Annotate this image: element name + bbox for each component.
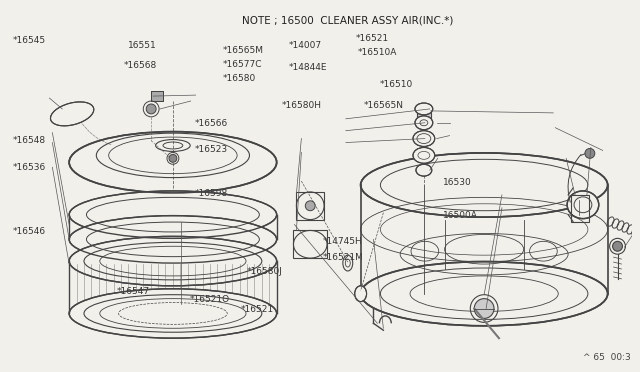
Ellipse shape bbox=[413, 131, 435, 147]
Ellipse shape bbox=[69, 132, 276, 193]
Text: *16521: *16521 bbox=[240, 305, 273, 314]
Circle shape bbox=[146, 104, 156, 114]
Ellipse shape bbox=[416, 164, 432, 176]
Ellipse shape bbox=[69, 216, 276, 263]
Circle shape bbox=[612, 241, 623, 251]
Text: *14844E: *14844E bbox=[289, 63, 328, 72]
Text: *16548: *16548 bbox=[13, 135, 46, 145]
Bar bbox=[151, 91, 163, 101]
Circle shape bbox=[474, 299, 494, 318]
Text: *16545: *16545 bbox=[13, 36, 46, 45]
Text: *16580H: *16580H bbox=[282, 102, 321, 110]
Text: *16510: *16510 bbox=[380, 80, 413, 89]
Ellipse shape bbox=[415, 116, 433, 130]
Text: *16536: *16536 bbox=[13, 163, 46, 172]
Text: NOTE ; 16500  CLEANER ASSY AIR(INC.*): NOTE ; 16500 CLEANER ASSY AIR(INC.*) bbox=[242, 15, 454, 25]
Text: *16565N: *16565N bbox=[364, 102, 404, 110]
Bar bbox=[296, 192, 324, 219]
Ellipse shape bbox=[355, 286, 367, 302]
Text: *16547: *16547 bbox=[117, 287, 150, 296]
Bar bbox=[294, 231, 327, 258]
Bar bbox=[151, 91, 163, 101]
Ellipse shape bbox=[69, 236, 276, 286]
Text: *16565M: *16565M bbox=[223, 45, 264, 55]
Text: *16521M: *16521M bbox=[323, 253, 364, 262]
Ellipse shape bbox=[69, 289, 276, 338]
Circle shape bbox=[585, 148, 595, 158]
Text: 16551: 16551 bbox=[128, 41, 157, 50]
Text: 16530: 16530 bbox=[443, 178, 472, 187]
Ellipse shape bbox=[360, 153, 607, 217]
Text: *16598: *16598 bbox=[195, 189, 228, 198]
Text: *14007: *14007 bbox=[289, 41, 322, 50]
Text: *16568: *16568 bbox=[124, 61, 157, 70]
Ellipse shape bbox=[51, 102, 94, 126]
Ellipse shape bbox=[567, 191, 599, 219]
Bar bbox=[417, 111, 431, 122]
Text: *16521: *16521 bbox=[355, 35, 388, 44]
Text: *16546: *16546 bbox=[13, 227, 46, 237]
Bar bbox=[571, 195, 589, 222]
Text: *16523: *16523 bbox=[195, 145, 228, 154]
Text: *16521O: *16521O bbox=[189, 295, 230, 304]
Text: *16510A: *16510A bbox=[357, 48, 397, 57]
Ellipse shape bbox=[415, 103, 433, 115]
Text: *16580: *16580 bbox=[223, 74, 256, 83]
Text: *14745H: *14745H bbox=[323, 237, 362, 246]
Text: 16500A: 16500A bbox=[443, 211, 477, 220]
Ellipse shape bbox=[69, 191, 276, 238]
Text: *16580J: *16580J bbox=[246, 267, 282, 276]
Ellipse shape bbox=[413, 147, 435, 163]
Circle shape bbox=[305, 201, 315, 211]
Circle shape bbox=[169, 154, 177, 162]
Ellipse shape bbox=[360, 262, 607, 326]
Text: *16566: *16566 bbox=[195, 119, 228, 128]
Text: ^ 65  00:3: ^ 65 00:3 bbox=[583, 353, 630, 362]
Text: *16577C: *16577C bbox=[223, 60, 262, 69]
